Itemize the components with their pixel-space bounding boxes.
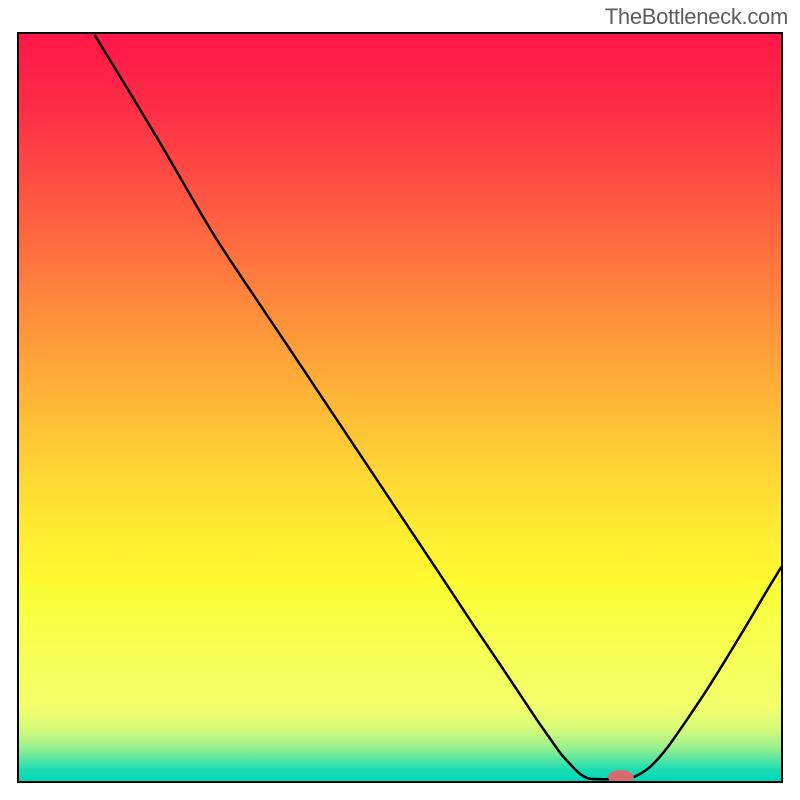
plot-border: [17, 32, 783, 783]
plot-svg: [19, 34, 781, 781]
gradient-bg: [19, 34, 781, 781]
watermark-label: TheBottleneck.com: [605, 4, 788, 30]
